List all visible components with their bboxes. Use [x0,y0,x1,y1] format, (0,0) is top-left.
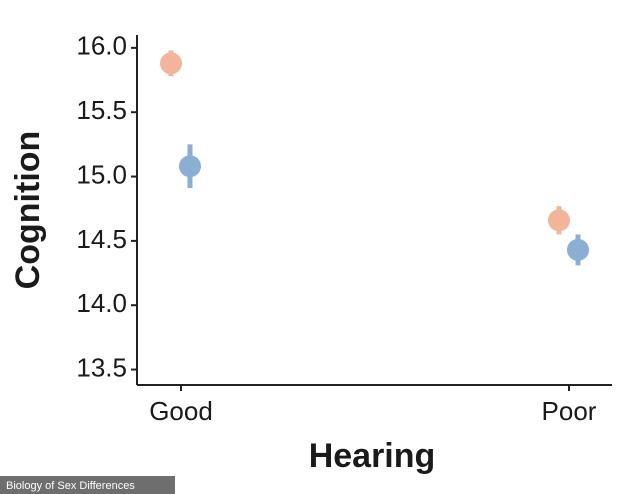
x-tick-label: Poor [542,396,597,426]
y-tick-label: 14.0 [76,288,127,318]
y-axis-title: Cognition [9,131,47,290]
x-axis-title: Hearing [309,437,436,475]
x-tick-label: Good [149,396,213,426]
point [567,238,589,261]
y-tick-label: 15.0 [76,159,127,189]
source-badge [0,476,175,494]
point [548,209,570,232]
y-tick-label: 14.5 [76,224,127,254]
y-tick-label: 13.5 [76,352,127,382]
y-tick-label: 16.0 [76,31,127,61]
y-tick-label: 15.5 [76,95,127,125]
source: Biology of Sex Differences [6,480,135,492]
point [179,155,201,178]
point [160,52,182,75]
